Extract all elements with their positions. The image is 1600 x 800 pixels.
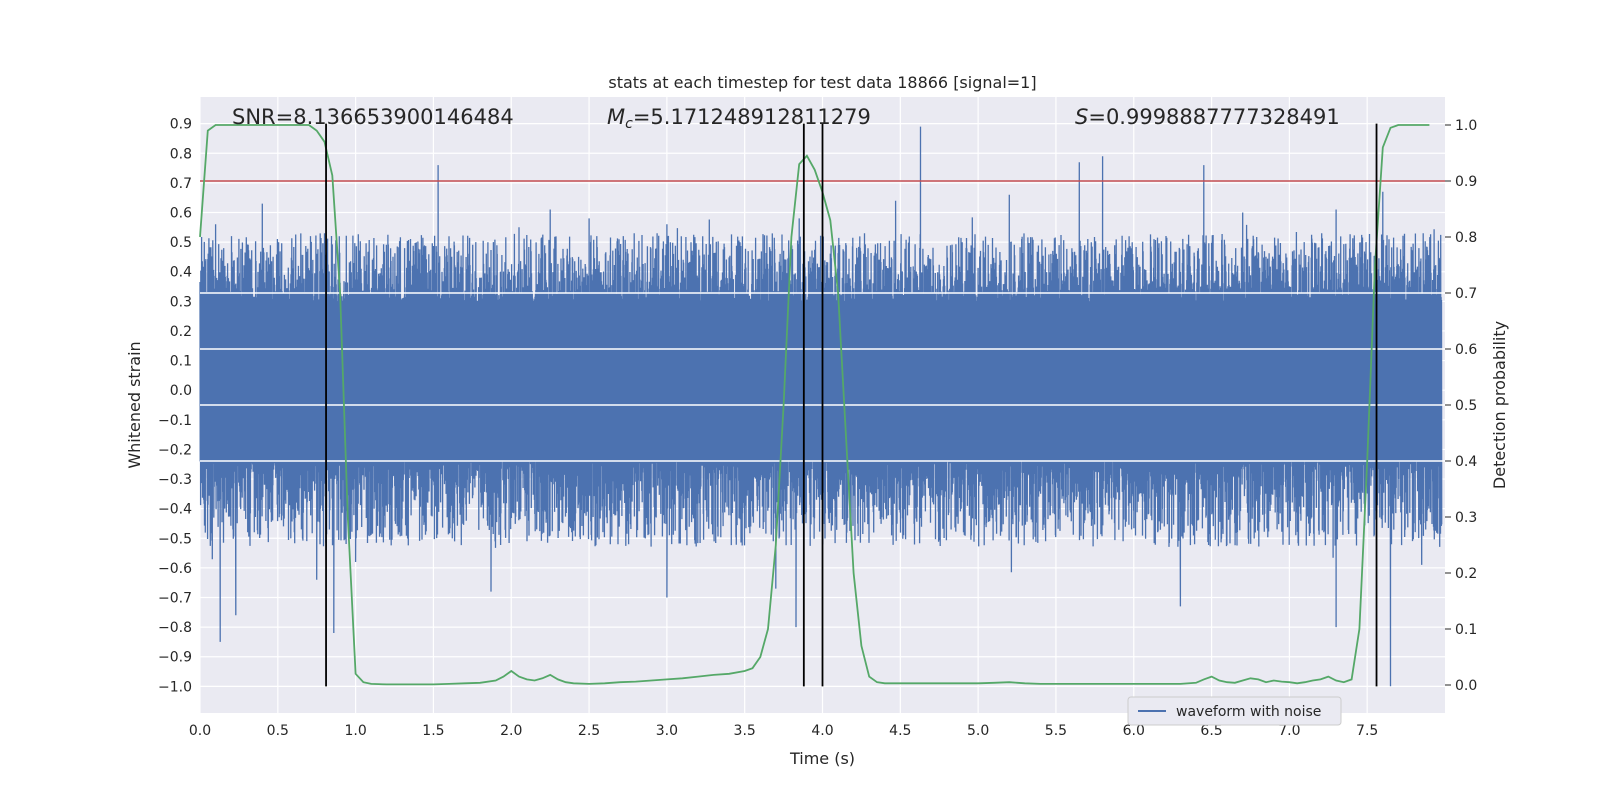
waveform-core-band: [200, 301, 1442, 462]
y2-tick-label: 0.7: [1455, 286, 1477, 302]
y2-tick-label: 0.2: [1455, 566, 1477, 582]
chart-title: stats at each timestep for test data 188…: [608, 73, 1036, 92]
y-tick-label: −0.8: [158, 620, 192, 636]
y-tick-label: 0.3: [170, 294, 192, 310]
x-tick-label: 0.0: [189, 723, 211, 739]
s-annotation: S=0.9998887777328491: [1075, 105, 1340, 129]
y-axis-ticks: 0.9 0.8 0.7 0.6 0.5 0.4 0.3 0.2 0.1 0.0 −0.1 −0.2 −0…: [158, 117, 192, 696]
x-axis-label: Time (s): [789, 749, 855, 768]
y-tick-label: −0.9: [158, 650, 192, 666]
waveform-series: [199, 126, 1443, 687]
x-tick-label: 5.0: [967, 723, 989, 739]
mc-subscript: c: [625, 116, 633, 132]
x-tick-label: 0.5: [267, 723, 289, 739]
x-tick-label: 7.0: [1278, 723, 1300, 739]
x-tick-label: 3.5: [734, 723, 756, 739]
mc-symbol: M: [607, 105, 625, 129]
y2-axis-label: Detection probability: [1490, 321, 1509, 489]
x-tick-label: 5.5: [1045, 723, 1067, 739]
y-tick-label: −0.3: [158, 472, 192, 488]
y2-tick-label: 0.1: [1455, 622, 1477, 638]
y-tick-label: 0.2: [170, 324, 192, 340]
y2-axis-ticks: 1.0 0.9 0.8 0.7 0.6 0.5 0.4 0.3 0.2 0.1 0.0: [1445, 118, 1477, 694]
y2-tick-label: 0.8: [1455, 230, 1477, 246]
x-axis-ticks: 0.0 0.5 1.0 1.5 2.0 2.5 3.0 3.5 4.0 4.5 5.0 5.5 6.0 6…: [189, 723, 1378, 739]
waveform-with-noise-line: [199, 126, 1443, 687]
y-tick-label: 0.1: [170, 354, 192, 370]
s-value: =0.9998887777328491: [1088, 105, 1339, 129]
y-tick-label: −0.2: [158, 442, 192, 458]
x-tick-label: 7.5: [1356, 723, 1378, 739]
y-tick-label: 0.0: [170, 383, 192, 399]
x-tick-label: 2.0: [500, 723, 522, 739]
x-tick-label: 2.5: [578, 723, 600, 739]
legend-box: [1127, 696, 1342, 726]
x-tick-label: 3.0: [656, 723, 678, 739]
legend: waveform with noise: [1127, 696, 1342, 726]
y2-tick-label: 0.6: [1455, 342, 1477, 358]
y2-tick-label: 0.3: [1455, 510, 1477, 526]
y2-tick-label: 0.4: [1455, 454, 1477, 470]
snr-value: 8.136653900146484: [293, 105, 513, 129]
y2-tick-label: 0.5: [1455, 398, 1477, 414]
y2-tick-label: 0.9: [1455, 174, 1477, 190]
y-tick-label: 0.6: [170, 206, 192, 222]
y-tick-label: 0.7: [170, 176, 192, 192]
y-tick-label: −0.6: [158, 561, 192, 577]
s-symbol: S: [1075, 105, 1088, 129]
y2-tick-label: 1.0: [1455, 118, 1477, 134]
chirp-mass-annotation: Mc=5.171248912811279: [607, 105, 871, 132]
y-tick-label: −0.1: [158, 413, 192, 429]
x-tick-label: 6.0: [1123, 723, 1145, 739]
y2-tick-label: 0.0: [1455, 678, 1477, 694]
y-tick-label: −0.4: [158, 502, 192, 518]
x-tick-label: 6.5: [1200, 723, 1222, 739]
x-tick-label: 1.0: [344, 723, 366, 739]
x-tick-label: 4.5: [889, 723, 911, 739]
y-tick-label: −0.7: [158, 591, 192, 607]
y-tick-label: 0.5: [170, 235, 192, 251]
vertical-markers: [325, 123, 1378, 687]
legend-entry: waveform with noise: [1176, 704, 1321, 720]
y-tick-label: −1.0: [158, 679, 192, 695]
mc-value: =5.171248912811279: [633, 105, 871, 129]
y-tick-label: 0.4: [170, 265, 192, 281]
x-tick-label: 1.5: [422, 723, 444, 739]
y-tick-label: 0.8: [170, 146, 192, 162]
snr-label: SNR=: [232, 105, 293, 129]
y-axis-label: Whitened strain: [125, 341, 144, 468]
snr-annotation: SNR=8.136653900146484: [232, 105, 514, 129]
y-tick-label: −0.5: [158, 531, 192, 547]
x-tick-label: 4.0: [811, 723, 833, 739]
y-tick-label: 0.9: [170, 117, 192, 133]
